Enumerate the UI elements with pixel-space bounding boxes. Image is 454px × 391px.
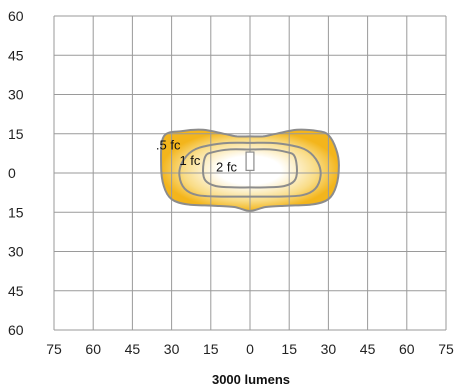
chart-grid — [53, 15, 447, 331]
y-tick-label: 15 — [8, 204, 24, 220]
contour-1-fc — [178, 141, 322, 198]
contour-2-fc — [201, 148, 299, 189]
y-tick-label: 0 — [8, 165, 16, 181]
x-tick-label: 75 — [46, 341, 62, 357]
y-tick-label: 45 — [8, 283, 24, 299]
y-tick-label: 60 — [8, 8, 24, 24]
contour-half-fc — [160, 128, 340, 212]
x-axis-label: 3000 lumens — [212, 372, 290, 387]
x-tick-label: 0 — [246, 341, 254, 357]
fixture-marker — [245, 151, 255, 171]
contour-label-1-fc: 1 fc — [179, 153, 200, 168]
y-tick-label: 60 — [8, 322, 24, 338]
x-tick-label: 15 — [203, 341, 219, 357]
contour-label-half-fc: .5 fc — [156, 137, 181, 152]
x-tick-label: 15 — [281, 341, 297, 357]
x-tick-label: 60 — [85, 341, 101, 357]
x-tick-label: 45 — [125, 341, 141, 357]
y-tick-label: 45 — [8, 47, 24, 63]
y-axis-ticks: 60 45 30 15 0 15 30 45 60 — [8, 8, 24, 338]
x-tick-label: 75 — [438, 341, 454, 357]
x-tick-label: 30 — [321, 341, 337, 357]
contour-label-2-fc: 2 fc — [216, 160, 237, 175]
y-tick-label: 30 — [8, 87, 24, 103]
y-tick-label: 30 — [8, 244, 24, 260]
contour-lines: .5 fc1 fc 2 fc — [156, 128, 340, 212]
x-axis-ticks: 75 60 45 30 15 0 15 30 45 60 75 — [46, 341, 454, 357]
x-tick-label: 45 — [360, 341, 376, 357]
x-tick-label: 60 — [399, 341, 415, 357]
x-tick-label: 30 — [164, 341, 180, 357]
y-tick-label: 15 — [8, 126, 24, 142]
